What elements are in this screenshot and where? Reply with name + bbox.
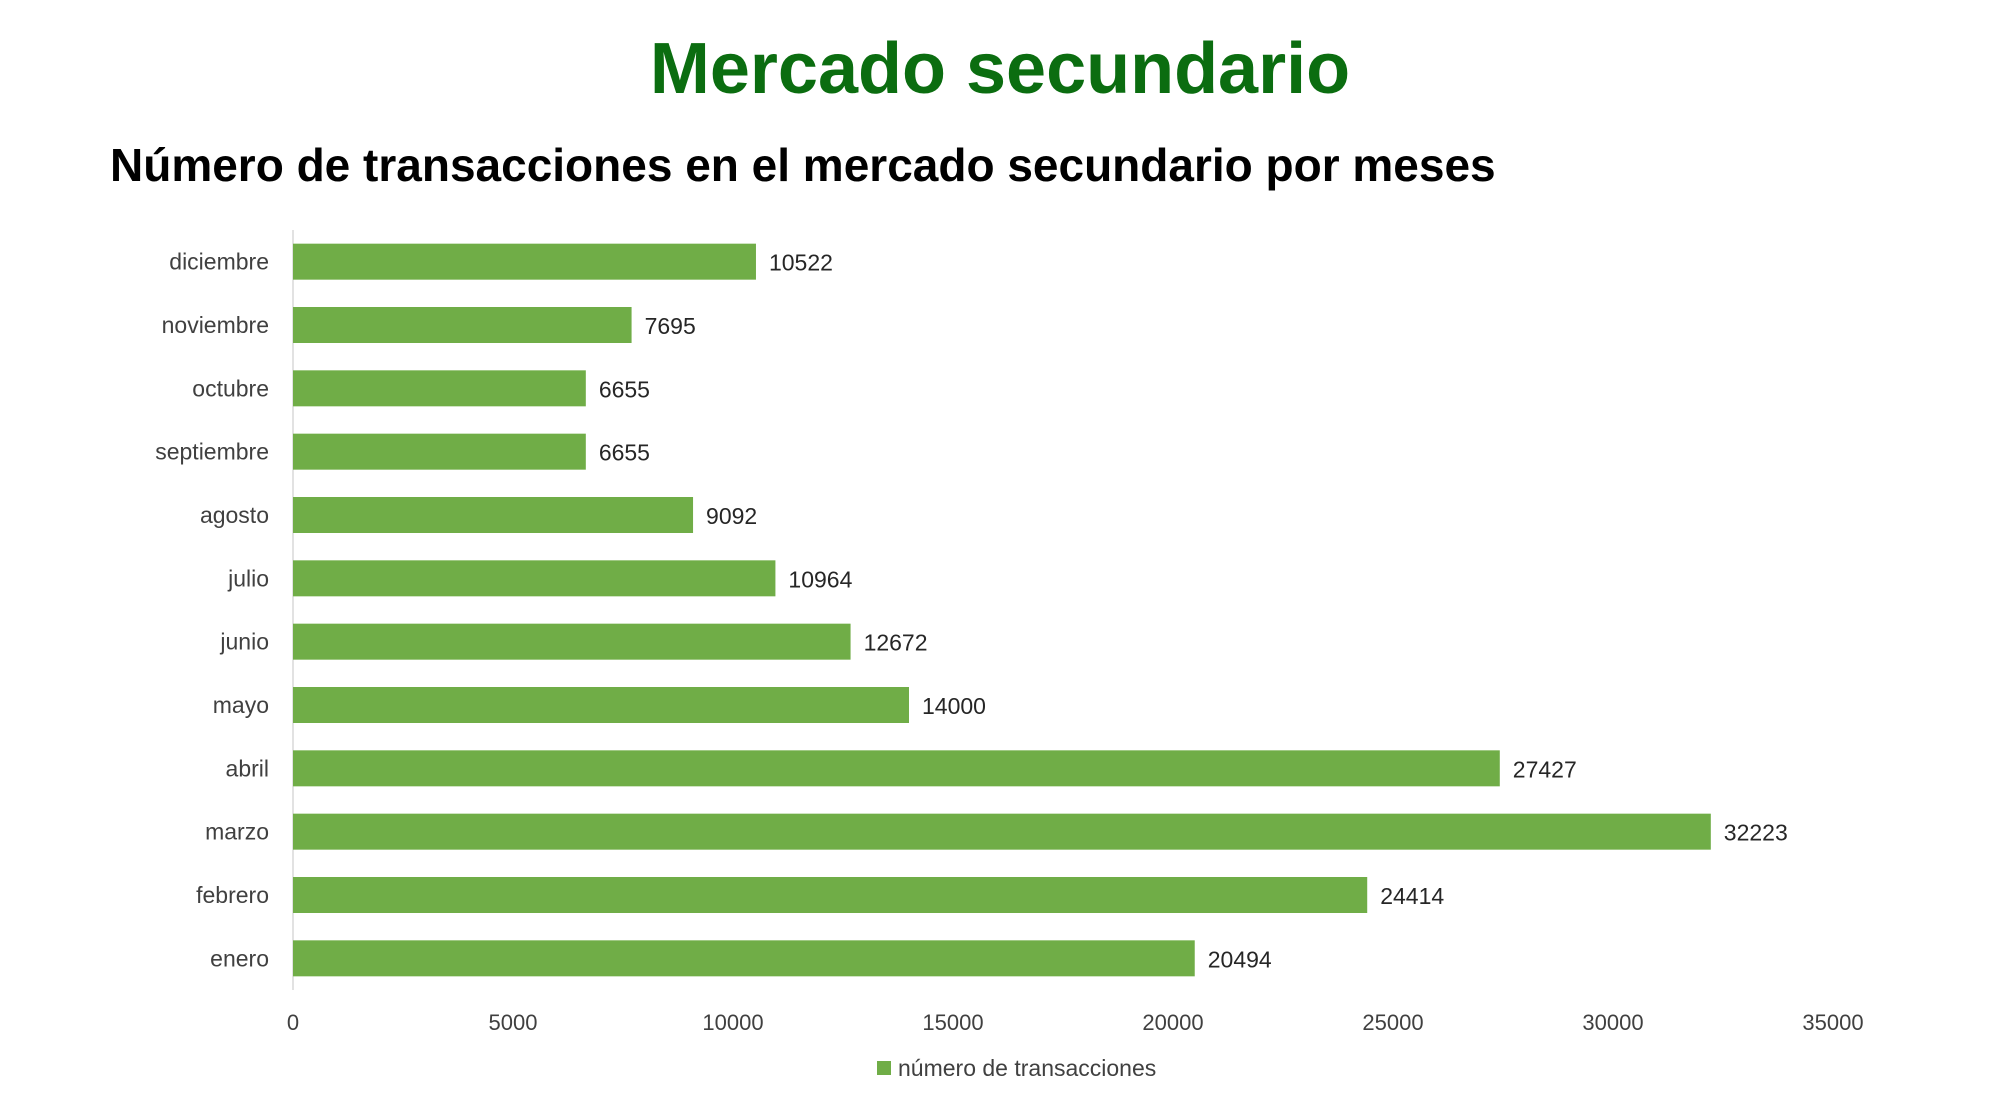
bars-layer [293, 243, 1711, 977]
labels-layer: enero 20494 febrero 24414 marzo 32223 abril 274… [155, 249, 1788, 973]
category-label: septiembre [155, 439, 269, 465]
bar [293, 497, 694, 533]
bar [293, 623, 851, 660]
bar [293, 370, 586, 407]
category-label: junio [219, 629, 269, 655]
bar [293, 243, 756, 280]
data-label: 10964 [788, 566, 852, 592]
x-tick-label: 5000 [489, 1010, 538, 1035]
category-label: diciembre [169, 249, 269, 275]
bar [293, 813, 1711, 850]
x-tick-label: 30000 [1582, 1010, 1643, 1035]
x-tick-label: 25000 [1362, 1010, 1423, 1035]
legend-swatch [877, 1061, 891, 1075]
bar [293, 307, 632, 343]
category-label: agosto [200, 502, 269, 528]
data-label: 14000 [922, 693, 986, 719]
bar [293, 560, 776, 597]
data-label: 12672 [864, 630, 928, 656]
category-label: enero [210, 945, 269, 971]
category-label: febrero [196, 882, 269, 908]
data-label: 9092 [706, 503, 757, 529]
category-label: marzo [205, 819, 269, 845]
bar [293, 750, 1500, 787]
category-label: julio [227, 565, 269, 591]
category-label: abril [226, 755, 269, 781]
legend: número de transacciones [877, 1055, 1156, 1081]
data-label: 6655 [599, 440, 650, 466]
data-label: 24414 [1380, 883, 1444, 909]
x-tick-label: 0 [287, 1010, 299, 1035]
x-tick-label: 15000 [922, 1010, 983, 1035]
bar [293, 877, 1368, 913]
data-label: 32223 [1724, 820, 1788, 846]
data-label: 10522 [769, 250, 833, 276]
data-label: 20494 [1208, 946, 1272, 972]
data-label: 7695 [645, 313, 696, 339]
x-tick-label: 35000 [1802, 1010, 1863, 1035]
legend-label: número de transacciones [898, 1055, 1156, 1081]
chart-title: Número de transacciones en el mercado se… [110, 139, 1496, 191]
x-tick-label: 10000 [702, 1010, 763, 1035]
category-label: octubre [192, 375, 269, 401]
category-label: noviembre [162, 312, 269, 338]
category-label: mayo [213, 692, 269, 718]
data-label: 6655 [599, 376, 650, 402]
x-tick-label: 20000 [1142, 1010, 1203, 1035]
bar [293, 687, 909, 723]
bar [293, 433, 586, 470]
axis-layer: 0 5000 10000 15000 20000 25000 30000 35000 [287, 230, 1864, 1035]
bar [293, 940, 1195, 977]
page-title: Mercado secundario [649, 29, 1351, 109]
data-label: 27427 [1513, 756, 1577, 782]
